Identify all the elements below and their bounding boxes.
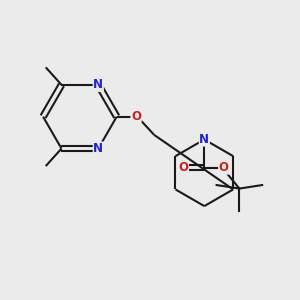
Text: O: O	[219, 161, 229, 174]
Text: N: N	[93, 78, 103, 91]
Text: O: O	[178, 161, 188, 174]
Text: N: N	[199, 133, 209, 146]
Text: N: N	[93, 142, 103, 155]
Text: O: O	[131, 110, 141, 123]
